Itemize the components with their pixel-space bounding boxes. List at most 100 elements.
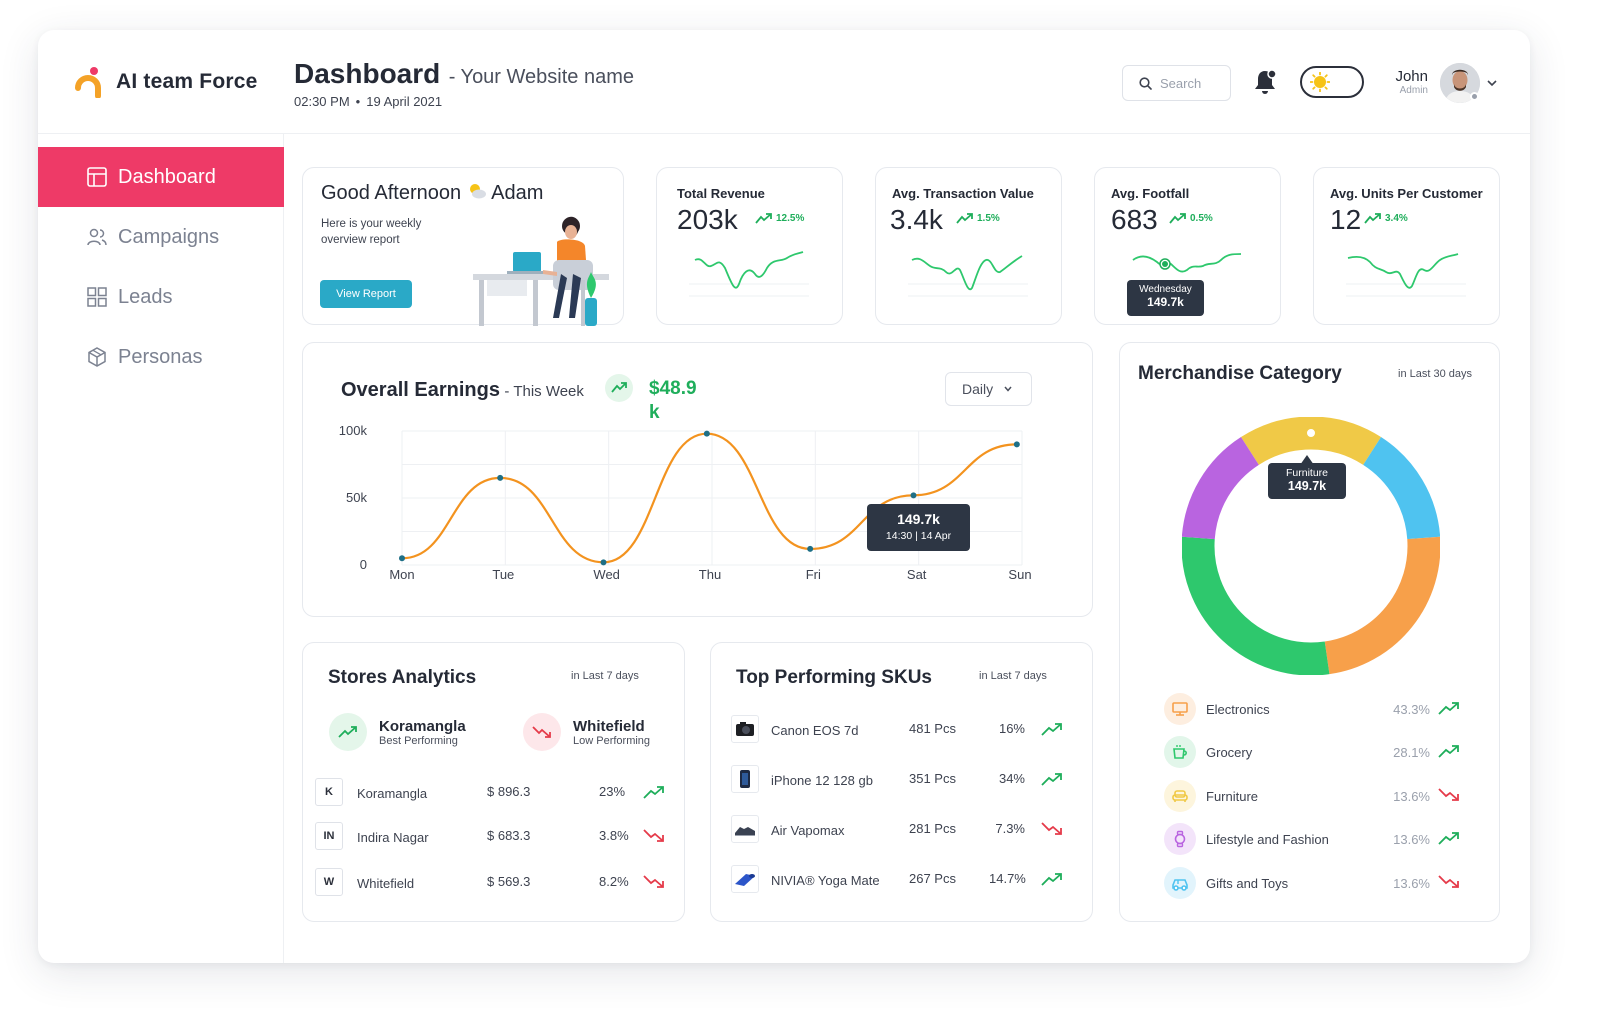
table-row[interactable]: K Koramangla $ 896.3 23% (315, 778, 675, 808)
data-point (807, 545, 814, 552)
kpi-value: 12 (1330, 204, 1362, 235)
kpi-change: 0.5% (1190, 212, 1213, 224)
datetime-separator: • (355, 94, 361, 109)
y-tick-label: 50k (346, 490, 367, 505)
earnings-line-chart: 100k 50k 0 Mon Tue Wed Thu Fri Sat Sun (339, 423, 1032, 582)
tooltip-value: 149.7k (897, 511, 940, 527)
data-point (600, 559, 607, 566)
app-window: AI team Force Dashboard - Your Website n… (38, 30, 1530, 963)
sku-qty: 267 Pcs (909, 871, 956, 886)
sku-trend (1041, 821, 1063, 839)
category-pct: 13.6% (1393, 832, 1430, 847)
sidebar-item-personas[interactable]: Personas (38, 327, 284, 387)
car-icon (1164, 867, 1196, 899)
tooltip-label: Furniture (1285, 467, 1328, 479)
table-row[interactable]: NIVIA® Yoga Mate 267 Pcs 14.7% (731, 865, 1071, 895)
sparkline-chart (689, 251, 809, 297)
list-item[interactable]: Electronics 43.3% (1164, 693, 1464, 725)
donut-slice[interactable] (1182, 437, 1260, 540)
table-row[interactable]: Air Vapomax 281 Pcs 7.3% (731, 815, 1071, 845)
brand-logo-icon (74, 66, 104, 99)
kpi-card-avg-transaction[interactable]: Avg. Transaction Value 3.4k 1.5% (875, 167, 1062, 325)
sidebar-item-leads[interactable]: Leads (38, 267, 284, 327)
trend-up-icon (755, 213, 772, 224)
store-trend (643, 828, 665, 846)
store-name: Indira Nagar (357, 830, 429, 845)
kpi-card-avg-units[interactable]: Avg. Units Per Customer 12 3.4% (1313, 167, 1500, 325)
category-trend (1438, 743, 1460, 761)
table-row[interactable]: Canon EOS 7d 481 Pcs 16% (731, 715, 1071, 745)
table-row[interactable]: W Whitefield $ 569.3 8.2% (315, 868, 675, 898)
donut-tooltip: Furniture 149.7k (1268, 463, 1346, 499)
donut-slice[interactable] (1182, 536, 1330, 675)
tooltip-value: 149.7k (1147, 295, 1184, 309)
list-item[interactable]: Gifts and Toys 13.6% (1164, 867, 1464, 899)
store-initial: K (315, 778, 343, 806)
category-trend (1438, 700, 1460, 718)
data-point (497, 474, 504, 481)
table-row[interactable]: iPhone 12 128 gb 351 Pcs 34% (731, 765, 1071, 795)
period-dropdown[interactable]: Daily (945, 372, 1032, 406)
kpi-card-total-revenue[interactable]: Total Revenue 203k 12.5% (656, 167, 843, 325)
view-report-button[interactable]: View Report (320, 280, 412, 308)
kpi-card-avg-footfall[interactable]: Avg. Footfall 683 0.5% Wednesday 149.7k (1094, 167, 1281, 325)
sidebar-item-campaigns[interactable]: Campaigns (38, 207, 284, 267)
stores-title: Stores Analytics (328, 667, 477, 688)
sidebar-item-label: Dashboard (118, 165, 216, 188)
x-tick-label: Wed (593, 567, 620, 582)
greeting-name: Adam (491, 182, 544, 204)
user-info[interactable]: John Admin (1388, 68, 1428, 96)
category-trend (1438, 830, 1460, 848)
list-item[interactable]: Lifestyle and Fashion 13.6% (1164, 823, 1464, 855)
trend-down-icon (643, 829, 664, 842)
kpi-label: Avg. Units Per Customer (1330, 186, 1483, 201)
merchandise-title: Merchandise Category (1138, 363, 1342, 384)
trend-up-icon (1041, 773, 1062, 786)
search-input[interactable]: Search (1122, 65, 1231, 101)
trend-up-icon (1438, 832, 1459, 845)
merchandise-card: Merchandise Category in Last 30 days Fur… (1119, 342, 1500, 922)
x-tick-label: Mon (389, 567, 414, 582)
store-pct: 8.2% (599, 874, 629, 889)
chevron-down-icon[interactable] (1486, 76, 1498, 88)
cup-icon (1164, 736, 1196, 768)
store-pct: 3.8% (599, 828, 629, 843)
best-store[interactable]: Koramangla Best Performing (329, 713, 466, 751)
stores-card: Stores Analytics in Last 7 days Koramang… (302, 642, 685, 922)
donut-slice[interactable] (1324, 536, 1440, 675)
notification-bell-icon[interactable] (1252, 68, 1278, 96)
kpi-trend: 12.5% (755, 212, 804, 224)
earnings-card: Overall Earnings - This Week $48.9k Dail… (302, 342, 1093, 617)
monitor-icon (1164, 693, 1196, 725)
x-tick-label: Tue (492, 567, 514, 582)
sku-pct: 16% (998, 721, 1025, 736)
sidebar-item-dashboard[interactable]: Dashboard (38, 147, 284, 207)
donut-slice[interactable] (1362, 437, 1440, 540)
earnings-tooltip: 149.7k 14:30 | 14 Apr (867, 504, 970, 551)
sku-qty: 351 Pcs (909, 771, 956, 786)
worst-store[interactable]: Whitefield Low Performing (523, 713, 650, 751)
trend-up-icon (1438, 702, 1459, 715)
store-name: Whitefield (357, 876, 415, 891)
sku-name: iPhone 12 128 gb (771, 773, 873, 788)
table-row[interactable]: IN Indira Nagar $ 683.3 3.8% (315, 822, 675, 852)
page-datetime: 02:30 PM • 19 April 2021 (294, 94, 442, 109)
theme-toggle[interactable] (1300, 66, 1364, 98)
stores-period: in Last 7 days (571, 670, 639, 682)
list-item[interactable]: Furniture 13.6% (1164, 780, 1464, 812)
tooltip-time-date: 14:30 | 14 Apr (867, 530, 970, 542)
sofa-icon (1164, 780, 1196, 812)
current-time: 02:30 PM (294, 94, 350, 109)
worst-store-label: Low Performing (573, 734, 651, 747)
greeting-text: Good Afternoon (321, 182, 462, 204)
list-item[interactable]: Grocery 28.1% (1164, 736, 1464, 768)
category-trend (1438, 787, 1460, 805)
store-amount: $ 569.3 (487, 874, 531, 889)
brand[interactable]: AI team Force (74, 66, 257, 99)
sparkline-chart (908, 255, 1028, 297)
sidebar-item-label: Personas (118, 345, 203, 368)
page-title-text: Dashboard (294, 58, 441, 89)
current-date: 19 April 2021 (366, 94, 443, 109)
greeting-title: Good Afternoon Adam (321, 182, 543, 205)
sku-pct: 34% (998, 771, 1025, 786)
